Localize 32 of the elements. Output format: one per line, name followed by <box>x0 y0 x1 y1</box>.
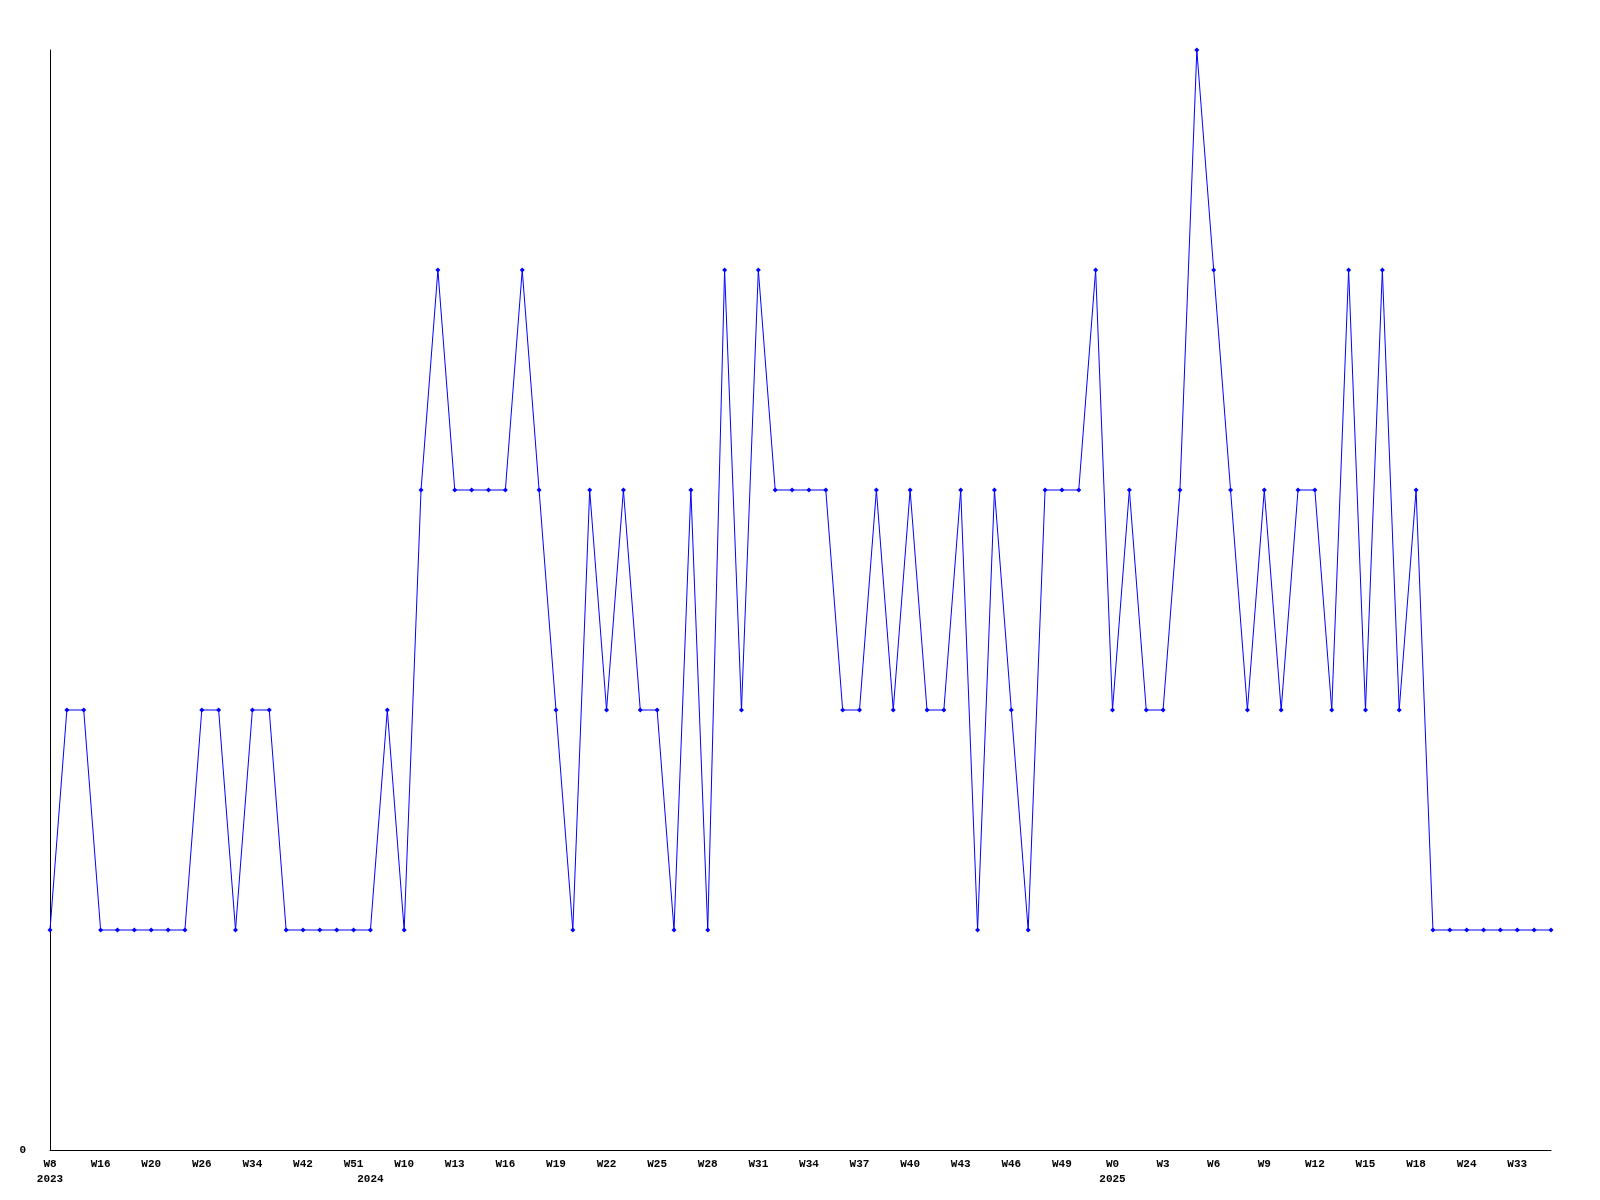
x-tick-label: W12 <box>1304 1157 1325 1170</box>
x-tick-label: W28 <box>697 1157 719 1170</box>
x-tick-label: W49 <box>1052 1157 1072 1170</box>
x-tick-label: W46 <box>1001 1157 1022 1170</box>
x-tick-label: W26 <box>191 1157 212 1170</box>
x-tick-label: W24 <box>1456 1157 1477 1170</box>
x-tick-label: W51 <box>343 1157 364 1170</box>
x-tick-label: W15 <box>1355 1157 1376 1170</box>
text: 0 <box>19 1144 26 1156</box>
x-tick-label: W34 <box>242 1157 263 1170</box>
x-tick-label: W16 <box>90 1157 111 1170</box>
x-tick-label: W25 <box>647 1157 668 1170</box>
x-tick-label: W22 <box>596 1157 617 1170</box>
x-tick-label: W16 <box>495 1157 516 1170</box>
x-tick-label: W20 <box>141 1157 162 1170</box>
x-tick-label: W8 2023 <box>36 1157 64 1185</box>
x-tick-label: W33 <box>1507 1157 1528 1170</box>
x-tick-label: W0 2025 <box>1099 1157 1127 1185</box>
x-tick-label: W3 <box>1156 1157 1171 1170</box>
x-tick-label: W43 <box>950 1157 972 1170</box>
x-tick-label: W34 <box>799 1157 820 1170</box>
x-tick-label: W31 <box>748 1157 769 1170</box>
x-tick-label: W40 <box>900 1157 921 1170</box>
x-tick-label: W42 <box>293 1157 313 1170</box>
x-tick-label: W19 <box>546 1157 566 1170</box>
x-tick-label: W13 <box>444 1157 466 1170</box>
x-tick-label: W9 <box>1257 1157 1271 1170</box>
x-tick-label: W6 <box>1207 1157 1221 1170</box>
x-tick-label: W10 <box>394 1157 415 1170</box>
x-tick-label: W37 <box>849 1157 870 1170</box>
x-tick-label: 2024 <box>357 1172 385 1185</box>
x-tick-label: W18 <box>1406 1157 1427 1170</box>
